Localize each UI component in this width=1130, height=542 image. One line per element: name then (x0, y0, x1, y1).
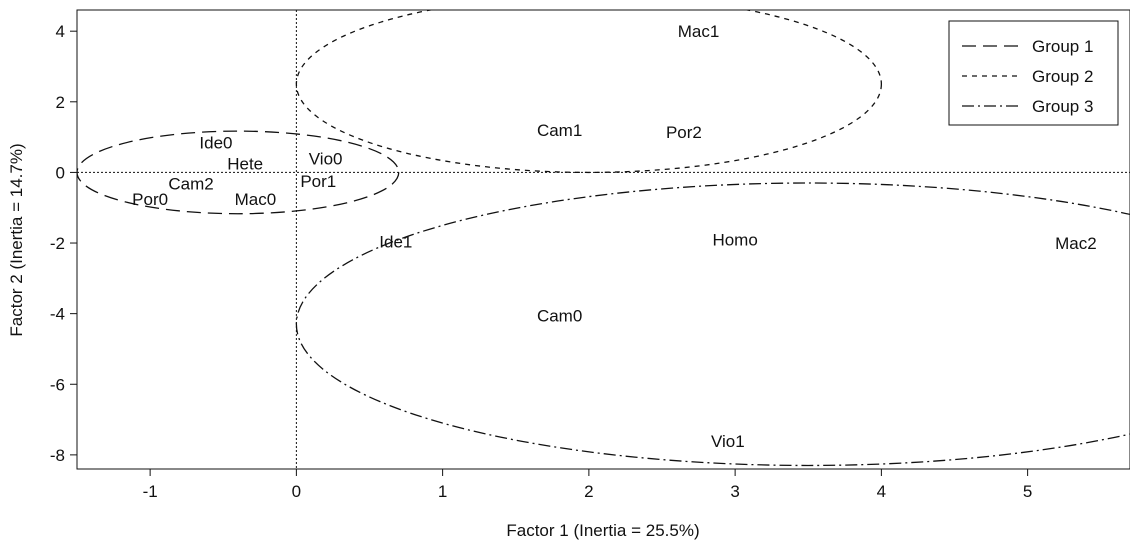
y-tick-label: 4 (56, 22, 65, 41)
x-tick-label: -1 (143, 482, 158, 501)
y-axis: -8 -6 -4 -2 0 2 4 (50, 22, 77, 465)
point-label-cam0: Cam0 (537, 306, 582, 325)
y-tick-label: -2 (50, 234, 65, 253)
point-label-homo: Homo (712, 231, 757, 250)
point-label-mac1: Mac1 (678, 22, 720, 41)
point-label-hete: Hete (227, 155, 263, 174)
point-label-por0: Por0 (132, 190, 168, 209)
x-tick-label: 5 (1023, 482, 1032, 501)
point-label-mac0: Mac0 (235, 190, 277, 209)
point-label-vio1: Vio1 (711, 432, 745, 451)
group-2-ellipse (295, 10, 882, 174)
y-axis-title: Factor 2 (Inertia = 14.7%) (7, 143, 26, 336)
legend: Group 1 Group 2 Group 3 (948, 20, 1119, 126)
y-tick-label: -4 (50, 305, 65, 324)
point-label-cam1: Cam1 (537, 121, 582, 140)
legend-label-2: Group 2 (1032, 67, 1093, 86)
y-tick-label: 2 (56, 93, 65, 112)
point-label-ide0: Ide0 (199, 133, 232, 152)
x-tick-label: 3 (730, 482, 739, 501)
plot-frame (76, 9, 1130, 470)
point-label-por2: Por2 (666, 123, 702, 142)
legend-label-1: Group 1 (1032, 37, 1093, 56)
x-tick-label: 0 (292, 482, 301, 501)
y-tick-label: -8 (50, 446, 65, 465)
y-tick-label: -6 (50, 375, 65, 394)
point-label-cam2: Cam2 (168, 175, 213, 194)
point-label-ide1: Ide1 (379, 232, 412, 251)
x-tick-label: 2 (584, 482, 593, 501)
x-axis: -1 0 1 2 3 4 5 (143, 469, 1032, 501)
x-tick-label: 4 (877, 482, 886, 501)
point-label-vio0: Vio0 (309, 149, 343, 168)
point-label-por1: Por1 (300, 172, 336, 191)
legend-box (948, 20, 1119, 126)
point-label-mac2: Mac2 (1055, 234, 1097, 253)
x-axis-title: Factor 1 (Inertia = 25.5%) (506, 521, 699, 540)
x-tick-label: 1 (438, 482, 447, 501)
y-tick-label: 0 (56, 163, 65, 182)
legend-label-3: Group 3 (1032, 97, 1093, 116)
reference-lines (77, 10, 1130, 469)
group-3-ellipse (295, 182, 1130, 467)
